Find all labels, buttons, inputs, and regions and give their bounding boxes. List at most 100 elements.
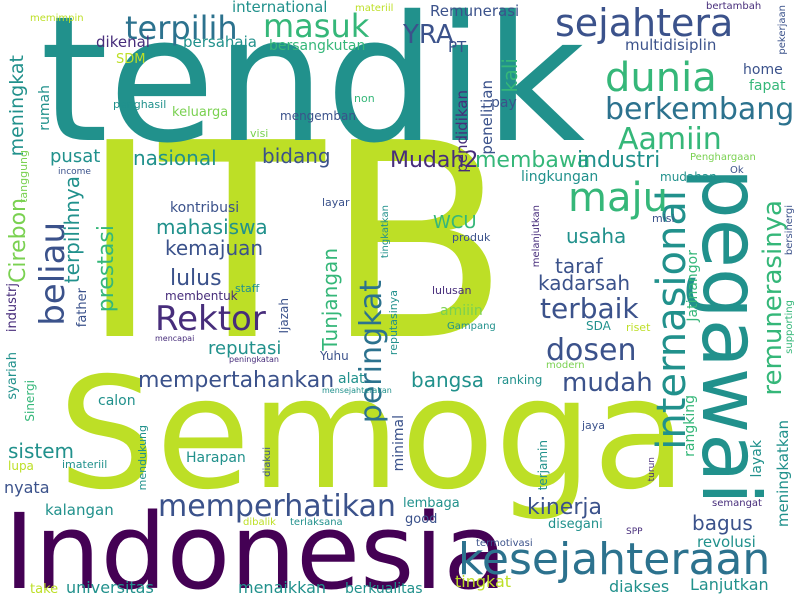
word-yra: YRA (403, 20, 454, 50)
word-dibalik: dibalik (243, 517, 276, 528)
word-maju: maju (568, 175, 668, 221)
word-peningkatan: peningkatan (229, 355, 279, 364)
word-bertambah: bertambah (706, 1, 762, 12)
word-kali: kali (498, 58, 522, 93)
word-indonesia: Indonesia (4, 491, 507, 600)
word-pusat: pusat (50, 146, 101, 167)
word-disegani: disegani (548, 517, 603, 532)
word-supporting: supporting (784, 300, 795, 354)
word-harapan: Harapan (186, 450, 246, 466)
word-kemajuan: kemajuan (165, 236, 264, 260)
word-mudah: mudah (562, 368, 653, 398)
word-termotivasi: termotivasi (476, 538, 533, 549)
word-alat: alat (338, 371, 365, 387)
word-reputasinya: reputasinya (387, 290, 400, 356)
word-penghasil: penghasil (113, 98, 167, 111)
word-yuhu: Yuhu (320, 349, 349, 363)
word-mahasiswa: mahasiswa (156, 215, 268, 239)
word-sistem: sistem (8, 439, 75, 463)
word-sejahtera: sejahtera (555, 1, 734, 45)
word-industrj: industrj (5, 283, 20, 333)
word-meningkatkan: meningkatkan (774, 420, 792, 528)
word-tendik: tendik (40, 0, 586, 182)
word-mencapai: mencapai (155, 334, 195, 343)
word-syariah: syariah (5, 352, 20, 400)
word-riset: riset (626, 321, 651, 334)
word-diakui: diakui (262, 447, 273, 477)
word-international: international (232, 0, 328, 16)
word-wcu: WCU (433, 212, 477, 233)
word-produk: produk (452, 231, 491, 244)
word-tanggung: tanggung (17, 150, 30, 203)
word-kalangan: kalangan (45, 501, 114, 519)
word-kontribusi: kontribusi (170, 200, 240, 216)
word-penelitian: penelitian (478, 80, 496, 155)
word-bagus: bagus (692, 511, 753, 535)
word-pt: PT (448, 38, 467, 56)
word-sdm: SDM (116, 52, 146, 67)
word-lulus: lulus (170, 266, 222, 291)
word-sda: SDA (586, 319, 611, 333)
word-kinerja: kinerja (527, 495, 602, 520)
word-berkembang: berkembang (605, 92, 795, 127)
word-mensejahterakan: mensejahterakan (322, 386, 392, 395)
word-mudahan: mudahan (660, 170, 717, 184)
word-pegawai: pegawai (684, 168, 777, 505)
word-tunjangan: Tunjangan (318, 248, 342, 351)
word-pendidikan: pendidikan (453, 90, 471, 173)
word-pekerjaan: pekerjaan (777, 5, 788, 55)
word-membentuk: membentuk (165, 289, 238, 303)
word-nyata: nyata (4, 478, 50, 497)
word-tingkat: tingkat (455, 572, 512, 591)
word-taraf: taraf (555, 254, 603, 278)
word-jatinangor: Jatinangor (685, 250, 701, 322)
word-remunerasi: Remunerasi (430, 2, 520, 20)
word-bersangkutan: bersangkutan (269, 38, 366, 54)
word-usaha: usaha (566, 224, 627, 248)
word-income: income (58, 167, 91, 177)
word-kesejahteraan: kesejahteraan (458, 534, 771, 585)
word-jaya: jaya (582, 419, 606, 432)
word-dunia: dunia (605, 55, 717, 101)
word-amiiin: amiiin (440, 303, 483, 319)
word-multidisiplin: multidisiplin (625, 36, 717, 54)
word-visi: visi (250, 127, 269, 140)
word-terpilih: terpilih (125, 9, 238, 47)
word-turun: turun (647, 457, 657, 482)
word-reputasi: reputasi (208, 338, 282, 359)
word-lulusan: lulusan (432, 284, 472, 297)
word-ranking: ranking (497, 373, 543, 387)
word-pay: pay (491, 95, 517, 111)
word-aamiin: Aamiin (618, 122, 722, 157)
word-take: take (30, 582, 59, 597)
word-mendukung: mendukung (136, 425, 149, 491)
word-mudah2: Mudah2 (390, 148, 479, 173)
word-diakses: diakses (609, 577, 670, 596)
word-terbaik: terbaik (540, 292, 639, 325)
word-calon: calon (98, 393, 136, 409)
word-cirebon: Cirebon (6, 198, 31, 283)
word-materiil: materiil (355, 3, 394, 14)
word-remunerasinya: remunerasinya (758, 200, 788, 396)
word-kadarsah: kadarsah (538, 271, 631, 295)
word-mengemban: mengemban (280, 109, 356, 123)
word-penghargaan: Penghargaan (690, 152, 756, 163)
word-melanjutkan: melanjutkan (531, 205, 542, 268)
word-berkualitas: berkualitas (345, 581, 423, 597)
word-terjamin: terjamin (536, 440, 550, 491)
word-mempertahankan: mempertahankan (138, 368, 335, 393)
word-terlaksana: terlaksana (290, 517, 343, 528)
word-rangking: rangking (682, 395, 698, 457)
word-sinergi: Sinergi (23, 380, 37, 422)
word-dosen: dosen (546, 333, 637, 368)
word-spp: SPP (626, 527, 643, 537)
word-nasional: nasional (133, 146, 217, 170)
word-minimal: minimal (391, 415, 407, 472)
word-layar: layar (322, 196, 350, 209)
word-non: non (354, 92, 375, 105)
word-bidang: bidang (262, 144, 331, 168)
word-lingkungan: lingkungan (521, 169, 599, 185)
word-semangat: semangat (712, 498, 762, 509)
word-dikenal: dikenal (96, 33, 150, 51)
word-industri: industri (577, 148, 661, 173)
